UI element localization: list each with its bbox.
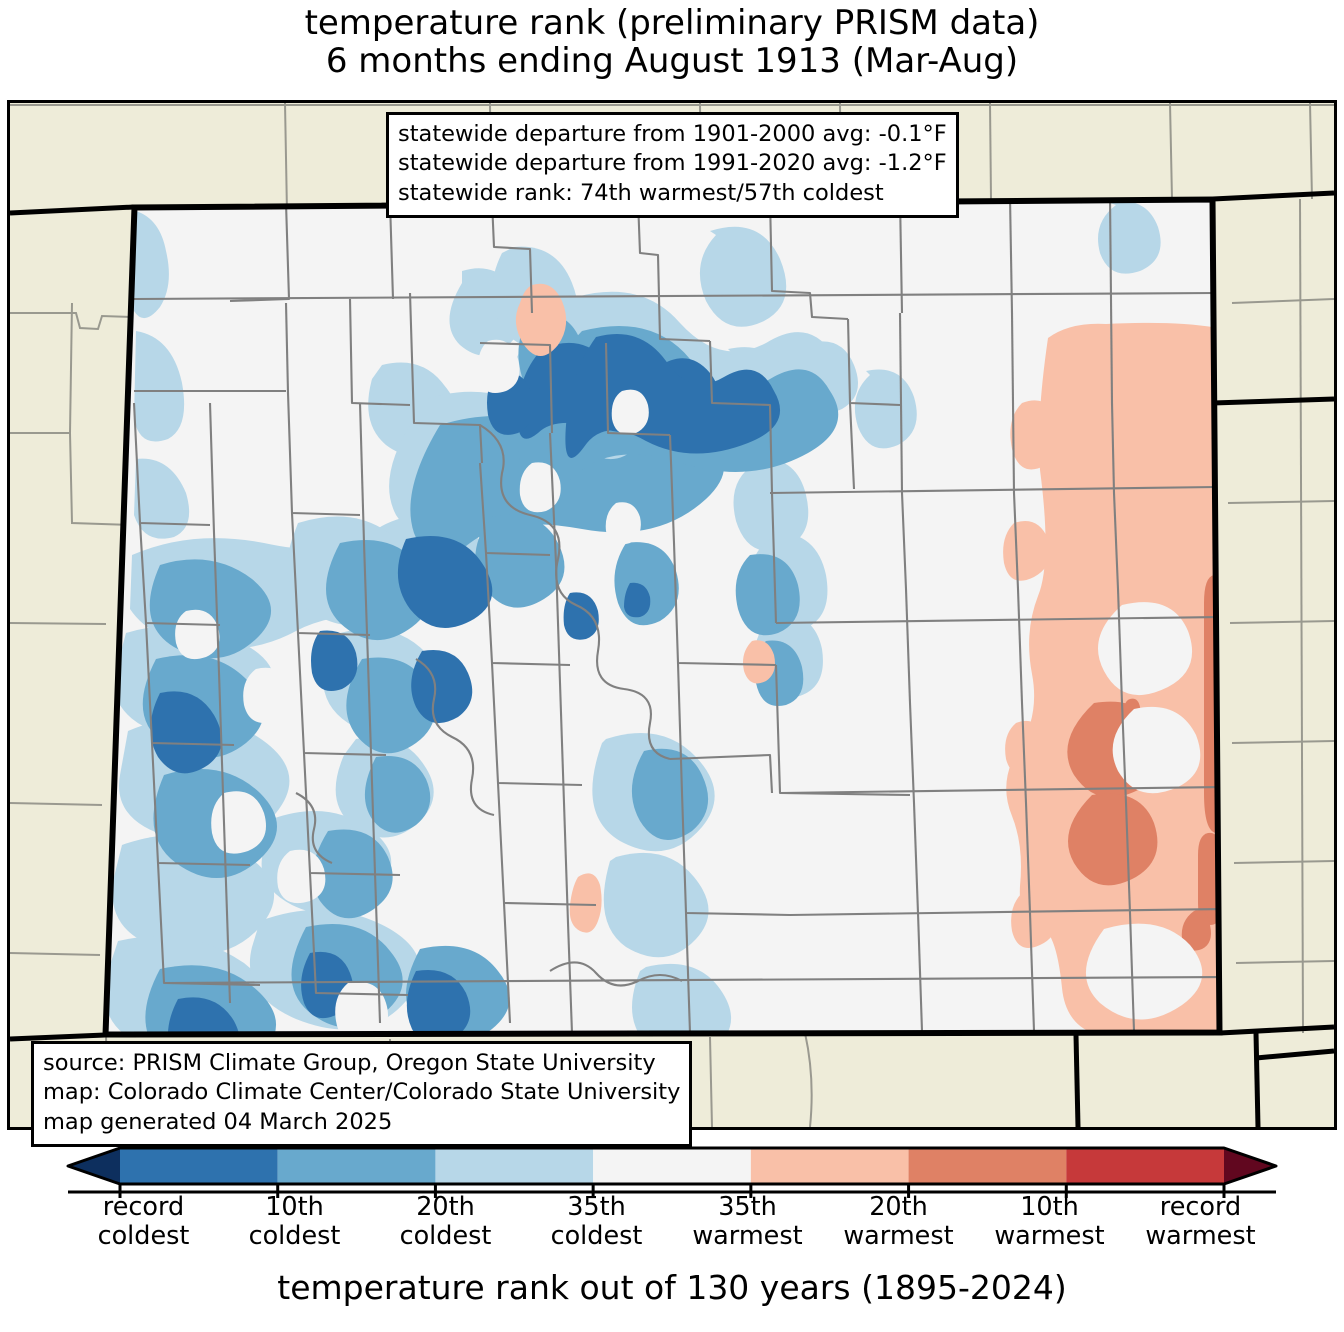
colorbar-segment-5	[908, 1148, 1067, 1184]
colorbar-label-bottom: warmest	[994, 1221, 1105, 1252]
colorbar-segment-2	[435, 1148, 594, 1184]
colorbar-label-bottom: warmest	[692, 1221, 803, 1252]
info-statewide-rank: statewide rank: 74th warmest/57th coldes…	[398, 179, 884, 206]
colorbar-label-6: 10th warmest	[974, 1192, 1125, 1263]
colorbar-label-bottom: warmest	[1145, 1221, 1256, 1252]
map-generated-line: map generated 04 March 2025	[43, 1108, 393, 1135]
colorbar-label-0: record coldest	[68, 1192, 219, 1263]
colorbar-label-top: 10th	[1020, 1192, 1079, 1222]
colorbar-segment-4	[750, 1148, 909, 1184]
colorbar-label-bottom: coldest	[399, 1221, 492, 1252]
page-title: temperature rank (preliminary PRISM data…	[0, 4, 1344, 81]
statistics-info-box: statewide departure from 1901-2000 avg: …	[386, 112, 959, 219]
colorbar-label-top: 35th	[567, 1192, 626, 1222]
map-panel	[7, 100, 1337, 1130]
colorado-temperature-rank-map	[10, 103, 1334, 1127]
colorbar-label-bottom: warmest	[843, 1221, 954, 1252]
neighbor-state-borders	[10, 190, 1334, 1127]
rank-class-median-inclusions	[175, 339, 1203, 1035]
info-departure-1901-2000: statewide departure from 1901-2000 avg: …	[398, 121, 947, 147]
colorbar-label-top: 35th	[718, 1192, 777, 1222]
colorbar-caption: temperature rank out of 130 years (1895-…	[277, 1268, 1067, 1307]
info-departure-1991-2020: statewide departure from 1991-2020 avg: …	[398, 150, 947, 177]
colorbar-label-bottom: coldest	[550, 1221, 643, 1252]
colorbar-label-2: 20th coldest	[370, 1192, 521, 1263]
colorbar-label-top: 20th	[416, 1192, 475, 1222]
colorbar-panel: record coldest 10th coldest 20th coldest 35th c…	[0, 1140, 1344, 1332]
colorbar-label-top: record	[1159, 1192, 1242, 1222]
colorbar-label-bottom: coldest	[248, 1221, 341, 1252]
colorbar-segment-6	[1066, 1148, 1224, 1184]
colorbar-label-bottom: coldest	[97, 1221, 190, 1252]
colorbar-segment-1	[277, 1148, 436, 1184]
colorbar-label-4: 35th warmest	[672, 1192, 823, 1263]
title-line-1: temperature rank (preliminary PRISM data…	[304, 3, 1040, 43]
colorbar-label-5: 20th warmest	[823, 1192, 974, 1263]
colorado-interior	[105, 199, 1220, 1035]
colorbar-label-1: 10th coldest	[219, 1192, 370, 1263]
map-credit-line: map: Colorado Climate Center/Colorado St…	[43, 1079, 681, 1106]
colorbar-segment-3	[593, 1148, 751, 1184]
colorbar-tick-labels: record coldest 10th coldest 20th coldest 35th c…	[68, 1192, 1276, 1263]
colorbar-label-top: 10th	[265, 1192, 324, 1222]
title-line-2: 6 months ending August 1913 (Mar-Aug)	[325, 41, 1019, 82]
colorbar-label-3: 35th coldest	[521, 1192, 672, 1263]
source-line: source: PRISM Climate Group, Oregon Stat…	[43, 1050, 656, 1076]
colorbar-label-7: record warmest	[1125, 1192, 1276, 1263]
colorbar-label-top: record	[102, 1192, 185, 1222]
colorbar-graphic	[66, 1146, 1278, 1198]
colorbar-extend-high	[1224, 1148, 1276, 1184]
colorbar-segments	[68, 1148, 1276, 1184]
source-info-box: source: PRISM Climate Group, Oregon Stat…	[31, 1041, 693, 1148]
colorbar-label-top: 20th	[869, 1192, 928, 1222]
colorbar-extend-low	[68, 1148, 120, 1184]
colorbar-segment-0	[120, 1148, 278, 1184]
